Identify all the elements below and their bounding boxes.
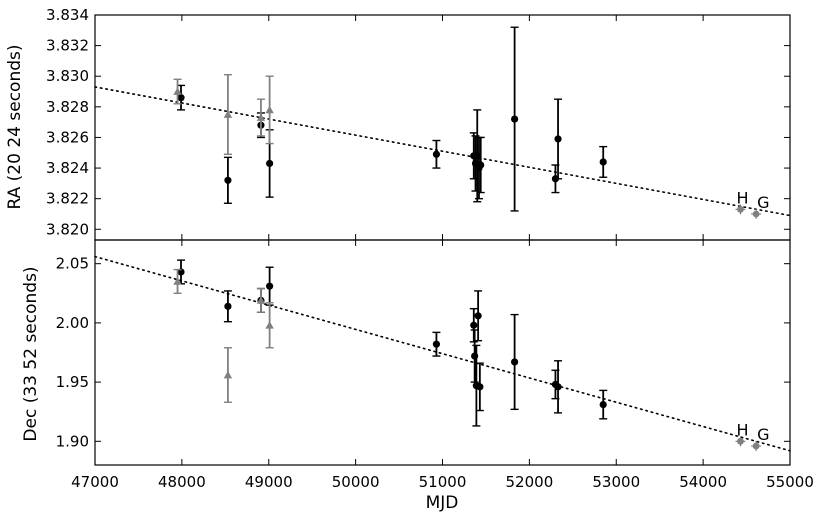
dec-y-tick-label: 1.90	[56, 432, 89, 450]
x-tick-label: 54000	[679, 473, 727, 491]
dec-y-axis-label: Dec (33 52 seconds)	[21, 266, 41, 441]
dec-point-star	[735, 436, 746, 447]
ra-star-label-h: H	[736, 188, 748, 207]
ra-point-circle	[432, 150, 441, 158]
x-tick-label: 51000	[419, 473, 467, 491]
ra-point-star	[751, 208, 762, 219]
dec-point-circle	[432, 340, 441, 348]
ra-star-label-g: G	[757, 193, 769, 212]
x-tick-label: 47000	[71, 473, 119, 491]
ra-y-tick-label: 3.828	[46, 98, 89, 116]
dec-point-circle	[554, 383, 562, 391]
dec-y-ticks: 1.90 1.95 2.00 2.05	[56, 255, 790, 450]
dec-point-triangle	[265, 321, 274, 329]
dec-y-tick-label: 2.05	[56, 255, 89, 273]
ra-point-circle	[554, 135, 562, 143]
ra-point-star	[735, 204, 746, 215]
dec-point-circle	[476, 383, 484, 391]
dec-point-circle	[470, 321, 478, 329]
x-tick-label: 52000	[506, 473, 554, 491]
ra-point-triangle	[173, 87, 182, 95]
dec-panel: 1.90 1.95 2.00 2.05 47000 48000 49000 50000 510…	[21, 239, 814, 513]
ra-y-tick-label: 3.832	[46, 37, 89, 55]
ra-y-tick-label: 3.834	[46, 6, 89, 24]
dec-fit-line	[94, 255, 791, 452]
dec-point-circle	[474, 312, 482, 320]
x-tick-label: 48000	[158, 473, 206, 491]
ra-point-circle	[266, 159, 274, 168]
ra-point-circle	[599, 158, 607, 166]
dec-point-circle	[599, 401, 607, 409]
dec-plot-frame	[94, 239, 791, 466]
ra-x-ticks	[94, 15, 791, 240]
ra-point-circle	[477, 161, 485, 169]
ra-point-triangle	[265, 105, 274, 114]
ra-plot-frame	[94, 14, 791, 241]
ra-y-tick-label: 3.830	[46, 67, 89, 85]
ra-y-tick-label: 3.826	[46, 128, 89, 146]
dec-point-triangle	[223, 370, 233, 379]
dec-point-star	[751, 441, 762, 452]
ra-y-tick-label: 3.820	[46, 220, 89, 238]
x-tick-label: 55000	[766, 473, 814, 491]
ra-point-triangle	[256, 113, 266, 121]
ra-point-circle	[511, 115, 519, 123]
dec-point-circle	[266, 282, 274, 290]
ra-point-circle	[177, 94, 185, 102]
dec-point-triangle	[256, 296, 266, 304]
dec-point-circle	[511, 358, 519, 366]
dec-y-tick-label: 2.00	[56, 314, 89, 332]
dec-star-label-g: G	[757, 425, 769, 444]
ra-y-tick-label: 3.824	[46, 159, 89, 177]
dec-x-ticks: 47000 48000 49000 50000 51000 52000 53000 54000…	[71, 240, 814, 491]
ra-point-triangle	[223, 110, 233, 118]
ra-panel: 3.820 3.822 3.824 3.826 3.828 3.830 3.832 3.834…	[5, 6, 791, 241]
dec-point-triangle	[173, 277, 182, 285]
dec-fit-line-group	[94, 255, 791, 452]
x-tick-label: 50000	[332, 473, 380, 491]
ra-y-tick-label: 3.822	[46, 190, 89, 208]
dec-star-label-h: H	[736, 420, 748, 439]
dec-point-circle	[224, 302, 232, 310]
x-axis-label: MJD	[426, 493, 459, 513]
ra-y-axis-label: RA (20 24 seconds)	[5, 45, 25, 210]
ra-fit-line	[94, 86, 791, 217]
ra-point-circle	[224, 176, 232, 184]
ra-fit-line-group	[94, 86, 791, 217]
ra-y-ticks: 3.820 3.822 3.824 3.826 3.828 3.830 3.832 3.834	[46, 6, 790, 238]
dec-y-tick-label: 1.95	[56, 373, 89, 391]
x-tick-label: 53000	[592, 473, 640, 491]
x-tick-label: 49000	[245, 473, 293, 491]
